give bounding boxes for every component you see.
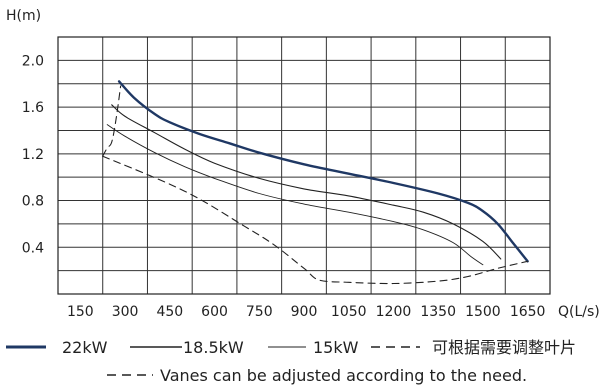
legend-note: Vanes can be adjusted according to the n…	[160, 366, 527, 385]
x-tick-label: 450	[156, 304, 183, 320]
x-tick-label: 1200	[376, 304, 412, 320]
x-tick-label: 300	[112, 304, 139, 320]
y-tick-label: 2.0	[22, 53, 44, 69]
series-line-0	[117, 80, 529, 263]
plot-frame	[57, 36, 551, 295]
x-axis-label: Q(L/s)	[558, 304, 600, 320]
plot-border	[57, 36, 551, 295]
x-tick-label: 150	[67, 304, 94, 320]
legend-label-22kw: 22kW	[62, 338, 108, 357]
series-line-1	[111, 104, 502, 260]
x-tick-label: 1650	[510, 304, 546, 320]
x-tick-label: 900	[291, 304, 318, 320]
y-tick-label: 1.2	[22, 147, 44, 163]
y-tick-labels: 0.4 0.8 1.2 1.6 2.0	[22, 53, 44, 256]
x-tick-label: 1350	[420, 304, 456, 320]
legend: 22kW 18.5kW 15kW 可根据需要调整叶片 Vanes can be …	[6, 338, 576, 385]
x-tick-label: 1050	[331, 304, 367, 320]
curves	[102, 80, 529, 285]
y-tick-label: 0.8	[22, 194, 44, 210]
x-tick-label: 750	[246, 304, 273, 320]
grid	[58, 37, 550, 294]
x-tick-label: 600	[201, 304, 228, 320]
legend-label-18-5kw: 18.5kW	[183, 338, 244, 357]
series-line-2	[106, 124, 484, 266]
series-line-3-lower	[102, 155, 529, 285]
legend-label-adjustable: 可根据需要调整叶片	[432, 338, 576, 357]
x-tick-label: 1500	[465, 304, 501, 320]
y-tick-label: 1.6	[22, 100, 44, 116]
legend-label-15kw: 15kW	[313, 338, 359, 357]
x-tick-labels: 150 300 450 600 750 900 1050 1200 1350 1500 1650	[67, 304, 545, 320]
y-tick-label: 0.4	[22, 240, 44, 256]
y-axis-label: H(m)	[6, 8, 41, 24]
series-line-3	[102, 85, 122, 157]
